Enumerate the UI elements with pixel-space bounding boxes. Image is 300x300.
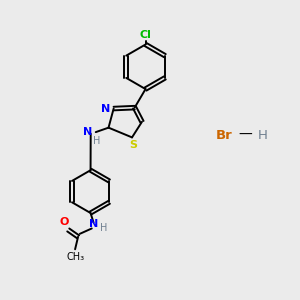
- Text: S: S: [130, 140, 137, 150]
- Text: H: H: [258, 129, 268, 142]
- Text: CH₃: CH₃: [66, 252, 84, 262]
- Text: N: N: [83, 127, 92, 136]
- Text: Br: Br: [216, 129, 233, 142]
- Text: N: N: [89, 219, 98, 229]
- Text: O: O: [60, 217, 69, 227]
- Text: Cl: Cl: [140, 30, 152, 40]
- Text: H: H: [100, 224, 107, 233]
- Text: —: —: [238, 128, 252, 142]
- Text: N: N: [101, 103, 110, 114]
- Text: H: H: [93, 136, 100, 146]
